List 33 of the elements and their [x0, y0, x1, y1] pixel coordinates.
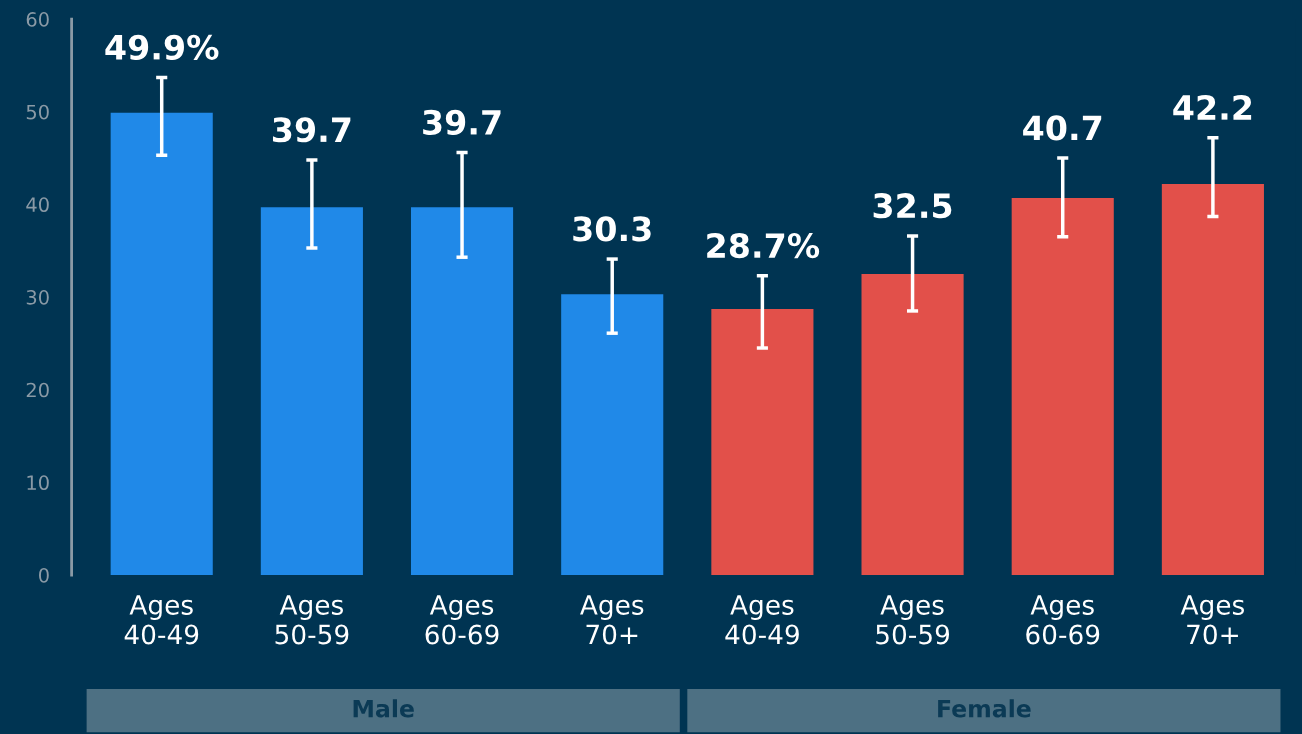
y-tick-label: 40 [26, 197, 49, 213]
bar [410, 207, 514, 576]
bar [711, 309, 814, 576]
bar [110, 112, 213, 576]
x-tick-label: Ages 40-49 [124, 595, 199, 645]
bar [861, 273, 964, 576]
data-label: 39.7 [272, 117, 351, 143]
y-tick-label: 30 [26, 290, 49, 305]
bar [1161, 184, 1264, 576]
data-label: 42.2 [1173, 94, 1252, 120]
text: Female [938, 699, 1031, 718]
data-label: 40.7 [1023, 115, 1102, 141]
y-tick-label: 60 [26, 12, 49, 27]
x-tick-label: Ages 70+ [1180, 595, 1244, 645]
data-label: 30.3 [573, 216, 651, 242]
y-tick-label: 0 [38, 567, 49, 583]
x-tick-label: Ages 70+ [580, 595, 644, 645]
data-label: 32.5 [873, 193, 952, 219]
y-tick-label: 10 [27, 475, 49, 491]
data-label: 28.7% [707, 232, 820, 259]
bar [260, 207, 363, 576]
x-tick-label: Ages 60-69 [425, 595, 499, 645]
y-tick-label: 50 [26, 104, 49, 120]
y-tick-label: 20 [26, 382, 49, 398]
x-tick-label: Ages 50-59 [876, 595, 950, 645]
data-label: 39.7 [423, 109, 501, 135]
x-tick-label: Ages 40-49 [725, 595, 799, 645]
bar [561, 294, 664, 576]
bar [1011, 197, 1114, 576]
x-tick-label: Ages 50-59 [275, 595, 349, 645]
text: Male [353, 699, 414, 718]
x-tick-label: Ages 60-69 [1026, 595, 1100, 645]
data-label: 49.9% [105, 34, 219, 60]
